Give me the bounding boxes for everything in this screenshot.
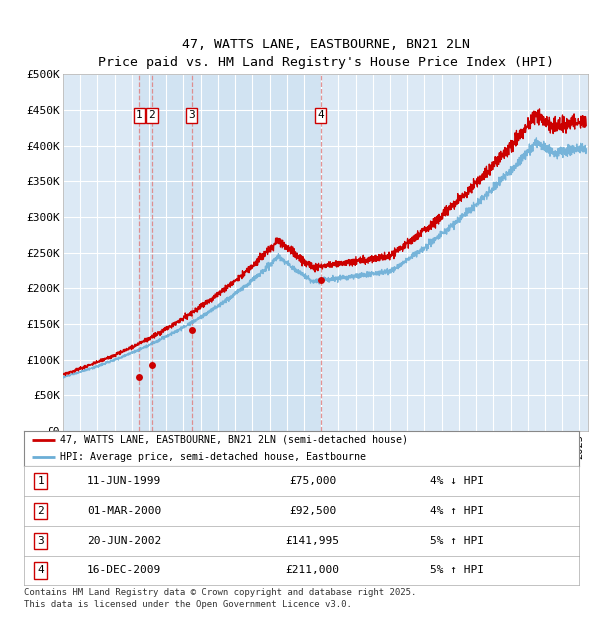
Text: 47, WATTS LANE, EASTBOURNE, BN21 2LN (semi-detached house): 47, WATTS LANE, EASTBOURNE, BN21 2LN (se… (60, 435, 408, 445)
Text: £211,000: £211,000 (286, 565, 340, 575)
Text: 2: 2 (37, 506, 44, 516)
Text: 20-JUN-2002: 20-JUN-2002 (87, 536, 161, 546)
Text: 5% ↑ HPI: 5% ↑ HPI (430, 565, 484, 575)
Text: 01-MAR-2000: 01-MAR-2000 (87, 506, 161, 516)
Text: £75,000: £75,000 (289, 476, 336, 486)
Bar (139, 74, 320, 431)
Text: 2: 2 (148, 110, 155, 120)
Text: 4: 4 (317, 110, 324, 120)
Text: Contains HM Land Registry data © Crown copyright and database right 2025.
This d: Contains HM Land Registry data © Crown c… (24, 588, 416, 609)
Text: 4% ↑ HPI: 4% ↑ HPI (430, 506, 484, 516)
Title: 47, WATTS LANE, EASTBOURNE, BN21 2LN
Price paid vs. HM Land Registry's House Pri: 47, WATTS LANE, EASTBOURNE, BN21 2LN Pri… (97, 38, 554, 69)
Text: 4: 4 (37, 565, 44, 575)
Text: 3: 3 (37, 536, 44, 546)
Text: 11-JUN-1999: 11-JUN-1999 (87, 476, 161, 486)
Text: 5% ↑ HPI: 5% ↑ HPI (430, 536, 484, 546)
Text: HPI: Average price, semi-detached house, Eastbourne: HPI: Average price, semi-detached house,… (60, 453, 366, 463)
Text: 1: 1 (136, 110, 143, 120)
Text: 3: 3 (188, 110, 195, 120)
Text: £141,995: £141,995 (286, 536, 340, 546)
Text: 4% ↓ HPI: 4% ↓ HPI (430, 476, 484, 486)
Text: £92,500: £92,500 (289, 506, 336, 516)
Text: 1: 1 (37, 476, 44, 486)
Text: 16-DEC-2009: 16-DEC-2009 (87, 565, 161, 575)
